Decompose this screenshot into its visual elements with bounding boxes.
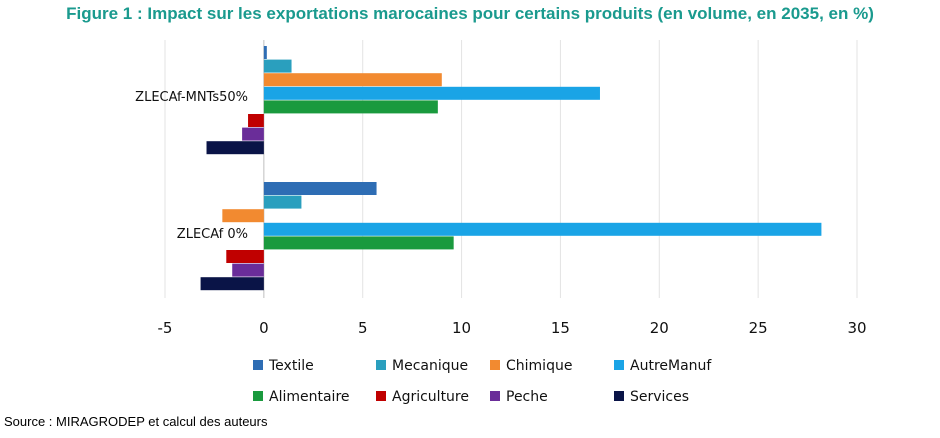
legend-label: Alimentaire	[269, 389, 350, 405]
legend-label: Chimique	[506, 358, 572, 374]
legend-swatch	[614, 360, 624, 370]
bar-peche	[232, 263, 264, 277]
legend-swatch	[614, 391, 624, 401]
bar-autremanuf	[263, 86, 600, 100]
bar-chimique	[263, 73, 442, 87]
x-tick-label: 25	[749, 319, 768, 337]
bars	[200, 46, 822, 291]
legend-item-mecanique: Mecanique	[376, 358, 468, 374]
x-tick-label: 5	[358, 319, 368, 337]
legend-swatch	[376, 360, 386, 370]
bar-peche	[242, 127, 264, 141]
bar-textile	[263, 182, 377, 195]
legend-label: Peche	[506, 389, 548, 405]
bar-chimique	[222, 209, 264, 223]
bar-agriculture	[226, 250, 264, 263]
x-tick-label: 15	[551, 319, 570, 337]
category-labels: ZLECAf-MNTs50% ZLECAf 0%	[135, 90, 248, 242]
bar-services	[206, 141, 264, 155]
bar-alimentaire	[263, 100, 438, 114]
bar-services	[200, 277, 264, 291]
bar-alimentaire	[263, 236, 454, 250]
legend-item-agriculture: Agriculture	[376, 389, 469, 405]
grid-lines	[164, 40, 858, 298]
x-tick-label: 20	[650, 319, 669, 337]
legend-swatch	[490, 360, 500, 370]
legend-item-peche: Peche	[490, 389, 548, 405]
x-tick-label: 10	[452, 319, 471, 337]
figure-title: Figure 1 : Impact sur les exportations m…	[66, 4, 874, 23]
category-label: ZLECAf 0%	[177, 227, 248, 242]
legend-swatch	[490, 391, 500, 401]
legend-label: Mecanique	[392, 358, 468, 374]
legend-swatch	[253, 391, 263, 401]
legend-swatch	[376, 391, 386, 401]
source-note: Source : MIRAGRODEP et calcul des auteur…	[4, 414, 268, 429]
legend-item-services: Services	[614, 389, 689, 405]
x-tick-labels: -5 0 5 10 15 20 25 30	[158, 319, 867, 337]
category-label: ZLECAf-MNTs50%	[135, 90, 248, 105]
legend-item-autremanuf: AutreManuf	[614, 358, 712, 374]
bar-textile	[263, 46, 267, 59]
bar-mecanique	[263, 195, 302, 209]
legend-label: Services	[630, 389, 689, 405]
legend-item-textile: Textile	[253, 358, 314, 374]
bar-agriculture	[248, 114, 264, 127]
legend-item-alimentaire: Alimentaire	[253, 389, 350, 405]
x-tick-label: -5	[158, 319, 173, 337]
legend-label: Textile	[268, 358, 314, 374]
bar-mecanique	[263, 59, 292, 73]
x-tick-label: 0	[259, 319, 269, 337]
legend-label: AutreManuf	[630, 358, 712, 374]
bar-autremanuf	[263, 222, 822, 236]
legend-label: Agriculture	[392, 389, 469, 405]
legend: Textile Mecanique Chimique AutreManuf Alimen…	[253, 358, 712, 405]
x-tick-label: 30	[847, 319, 866, 337]
legend-swatch	[253, 360, 263, 370]
legend-item-chimique: Chimique	[490, 358, 572, 374]
bar-chart: ZLECAf-MNTs50% ZLECAf 0% -5 0 5 10 15 20 25 30 T…	[135, 40, 867, 405]
